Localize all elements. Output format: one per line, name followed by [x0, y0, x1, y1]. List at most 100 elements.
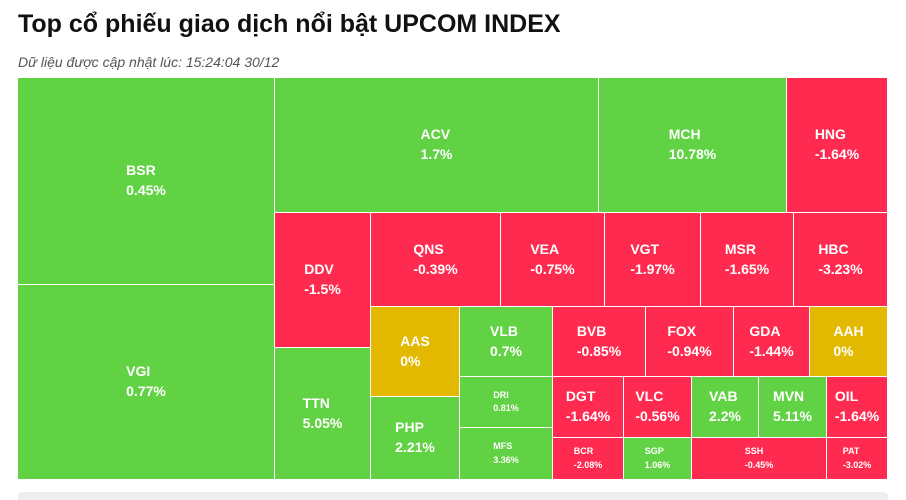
- tile-label: VLC -0.56%: [635, 387, 679, 426]
- ticker-label: PHP: [395, 419, 424, 436]
- change-label: -0.39%: [413, 260, 458, 277]
- tile-label: HBC -3.23%: [818, 240, 862, 279]
- tile-label: VGT -1.97%: [630, 240, 674, 279]
- change-label: 10.78%: [668, 146, 717, 162]
- ticker-label: DGT: [565, 388, 596, 405]
- treemap-tile-sgp[interactable]: SGP 1.06%: [624, 438, 692, 480]
- ticker-label: MFS: [493, 441, 513, 451]
- ticker-label: PAT: [842, 446, 860, 456]
- ticker-label: TTN: [302, 394, 330, 411]
- treemap-tile-bsr[interactable]: BSR 0.45%: [18, 78, 275, 285]
- ticker-label: HBC: [818, 240, 849, 257]
- tile-label: BCR -2.08%: [574, 445, 603, 472]
- tile-label: AAH 0%: [833, 322, 863, 361]
- treemap-tile-oil[interactable]: OIL -1.64%: [827, 377, 888, 438]
- tile-label: VGI 0.77%: [126, 362, 166, 401]
- tile-label: FOX -0.94%: [667, 322, 711, 361]
- tile-label: MFS 3.36%: [493, 440, 519, 467]
- treemap-tile-msr[interactable]: MSR -1.65%: [701, 213, 794, 307]
- ticker-label: FOX: [667, 322, 697, 339]
- ticker-label: GDA: [749, 322, 781, 339]
- change-label: -0.75%: [530, 260, 575, 277]
- ticker-label: MVN: [773, 388, 805, 405]
- change-label: -1.64%: [565, 408, 611, 424]
- treemap-tile-bcr[interactable]: BCR -2.08%: [553, 438, 624, 480]
- tile-label: MCH 10.78%: [669, 125, 716, 164]
- treemap-tile-vlb[interactable]: VLB 0.7%: [460, 307, 553, 377]
- tile-label: PAT -3.02%: [843, 445, 872, 472]
- ticker-label: MSR: [724, 240, 756, 257]
- ticker-label: ACV: [420, 126, 451, 143]
- treemap-tile-gda[interactable]: GDA -1.44%: [734, 307, 810, 377]
- change-label: 2.21%: [395, 439, 435, 455]
- tile-label: MSR -1.65%: [725, 240, 769, 279]
- treemap-tile-hng[interactable]: HNG -1.64%: [787, 78, 888, 213]
- ticker-label: BSR: [126, 162, 156, 179]
- ticker-label: VGI: [126, 363, 151, 380]
- treemap-tile-bvb[interactable]: BVB -0.85%: [553, 307, 646, 377]
- treemap-tile-aas[interactable]: AAS 0%: [371, 307, 460, 397]
- treemap-tile-vgi[interactable]: VGI 0.77%: [18, 285, 275, 480]
- change-label: 5.05%: [302, 414, 343, 431]
- change-label: -1.97%: [630, 260, 675, 277]
- change-label: -1.64%: [834, 408, 880, 424]
- treemap-tile-dgt[interactable]: DGT -1.64%: [553, 377, 624, 438]
- treemap-tile-mvn[interactable]: MVN 5.11%: [759, 377, 827, 438]
- treemap-tile-mfs[interactable]: MFS 3.36%: [460, 428, 553, 480]
- treemap-tile-php[interactable]: PHP 2.21%: [371, 397, 460, 480]
- treemap-tile-ttn[interactable]: TTN 5.05%: [275, 348, 371, 480]
- tile-label: DRI 0.81%: [493, 389, 519, 416]
- change-label: 0%: [400, 352, 421, 369]
- tile-label: TTN 5.05%: [303, 394, 343, 433]
- treemap-tile-mch[interactable]: MCH 10.78%: [599, 78, 787, 213]
- page-title: Top cổ phiếu giao dịch nổi bật UPCOM IND…: [18, 10, 561, 38]
- ticker-label: VGT: [630, 240, 660, 257]
- next-section-edge: [18, 492, 888, 500]
- update-timestamp: Dữ liệu được cập nhật lúc: 15:24:04 30/1…: [18, 54, 280, 70]
- tile-label: MVN 5.11%: [773, 387, 812, 426]
- treemap-tile-fox[interactable]: FOX -0.94%: [646, 307, 734, 377]
- treemap-tile-acv[interactable]: ACV 1.7%: [275, 78, 599, 213]
- ticker-label: VEA: [530, 240, 560, 257]
- ticker-label: DDV: [304, 261, 334, 278]
- ticker-label: VLB: [490, 322, 519, 339]
- change-label: 0%: [833, 342, 854, 359]
- change-label: -0.85%: [576, 342, 622, 359]
- tile-label: BVB -0.85%: [577, 322, 621, 361]
- tile-label: ACV 1.7%: [421, 125, 453, 164]
- treemap-tile-vab[interactable]: VAB 2.2%: [692, 377, 759, 438]
- tile-label: VLB 0.7%: [490, 322, 522, 361]
- treemap-tile-vgt[interactable]: VGT -1.97%: [605, 213, 701, 307]
- ticker-label: VAB: [709, 388, 738, 405]
- change-label: 0.77%: [126, 383, 166, 399]
- change-label: -1.65%: [724, 260, 770, 277]
- treemap-tile-vlc[interactable]: VLC -0.56%: [624, 377, 692, 438]
- change-label: 1.06%: [644, 459, 671, 470]
- change-label: 1.7%: [420, 146, 453, 162]
- change-label: -2.08%: [573, 459, 603, 470]
- treemap-tile-dri[interactable]: DRI 0.81%: [460, 377, 553, 428]
- tile-label: OIL -1.64%: [835, 387, 879, 426]
- ticker-label: VLC: [635, 388, 664, 405]
- change-label: 3.36%: [493, 454, 519, 465]
- change-label: -3.23%: [818, 260, 863, 277]
- treemap-tile-qns[interactable]: QNS -0.39%: [371, 213, 501, 307]
- treemap-tile-ddv[interactable]: DDV -1.5%: [275, 213, 371, 348]
- change-label: -1.5%: [304, 281, 341, 297]
- tile-label: DGT -1.64%: [566, 387, 610, 426]
- ticker-label: HNG: [814, 126, 846, 143]
- change-label: 5.11%: [773, 408, 812, 424]
- ticker-label: SGP: [644, 446, 664, 456]
- treemap-tile-vea[interactable]: VEA -0.75%: [501, 213, 605, 307]
- ticker-label: QNS: [413, 240, 444, 257]
- tile-label: BSR 0.45%: [126, 161, 166, 200]
- change-label: -0.56%: [635, 408, 680, 424]
- tile-label: QNS -0.39%: [413, 240, 457, 279]
- change-label: -0.94%: [667, 342, 712, 359]
- change-label: -3.02%: [842, 459, 872, 470]
- treemap-tile-hbc[interactable]: HBC -3.23%: [794, 213, 888, 307]
- treemap-tile-pat[interactable]: PAT -3.02%: [827, 438, 888, 480]
- treemap-tile-ssh[interactable]: SSH -0.45%: [692, 438, 827, 480]
- ticker-label: AAS: [400, 332, 430, 349]
- treemap-tile-aah[interactable]: AAH 0%: [810, 307, 888, 377]
